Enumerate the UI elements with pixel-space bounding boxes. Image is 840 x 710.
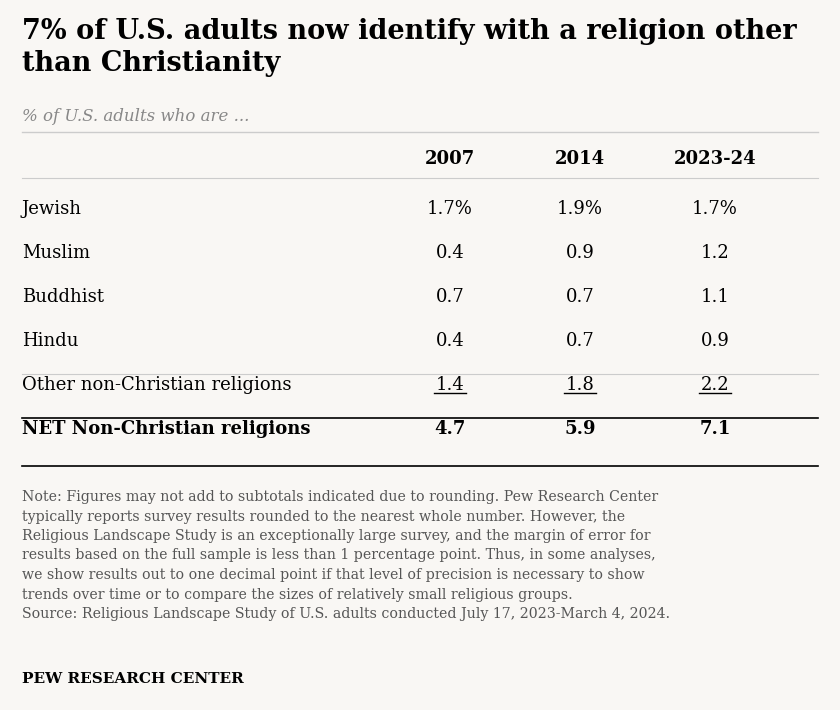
Text: 0.4: 0.4 [436, 244, 465, 262]
Text: 1.9%: 1.9% [557, 200, 603, 218]
Text: 2.2: 2.2 [701, 376, 729, 394]
Text: Hindu: Hindu [22, 332, 78, 350]
Text: % of U.S. adults who are ...: % of U.S. adults who are ... [22, 108, 249, 125]
Text: 1.7%: 1.7% [427, 200, 473, 218]
Text: NET Non-Christian religions: NET Non-Christian religions [22, 420, 311, 438]
Text: 2014: 2014 [555, 150, 605, 168]
Text: 7% of U.S. adults now identify with a religion other
than Christianity: 7% of U.S. adults now identify with a re… [22, 18, 796, 77]
Text: Other non-Christian religions: Other non-Christian religions [22, 376, 291, 394]
Text: Buddhist: Buddhist [22, 288, 104, 306]
Text: 0.7: 0.7 [436, 288, 465, 306]
Text: 1.2: 1.2 [701, 244, 729, 262]
Text: 2007: 2007 [425, 150, 475, 168]
Text: Muslim: Muslim [22, 244, 90, 262]
Text: 1.7%: 1.7% [692, 200, 738, 218]
Text: 1.1: 1.1 [701, 288, 729, 306]
Text: PEW RESEARCH CENTER: PEW RESEARCH CENTER [22, 672, 244, 686]
Text: 1.4: 1.4 [436, 376, 465, 394]
Text: 4.7: 4.7 [434, 420, 465, 438]
Text: 0.9: 0.9 [565, 244, 595, 262]
Text: 7.1: 7.1 [700, 420, 731, 438]
Text: 0.4: 0.4 [436, 332, 465, 350]
Text: 0.9: 0.9 [701, 332, 729, 350]
Text: Note: Figures may not add to subtotals indicated due to rounding. Pew Research C: Note: Figures may not add to subtotals i… [22, 490, 670, 621]
Text: 2023-24: 2023-24 [674, 150, 756, 168]
Text: 5.9: 5.9 [564, 420, 596, 438]
Text: 1.8: 1.8 [565, 376, 595, 394]
Text: Jewish: Jewish [22, 200, 82, 218]
Text: 0.7: 0.7 [565, 332, 595, 350]
Text: 0.7: 0.7 [565, 288, 595, 306]
